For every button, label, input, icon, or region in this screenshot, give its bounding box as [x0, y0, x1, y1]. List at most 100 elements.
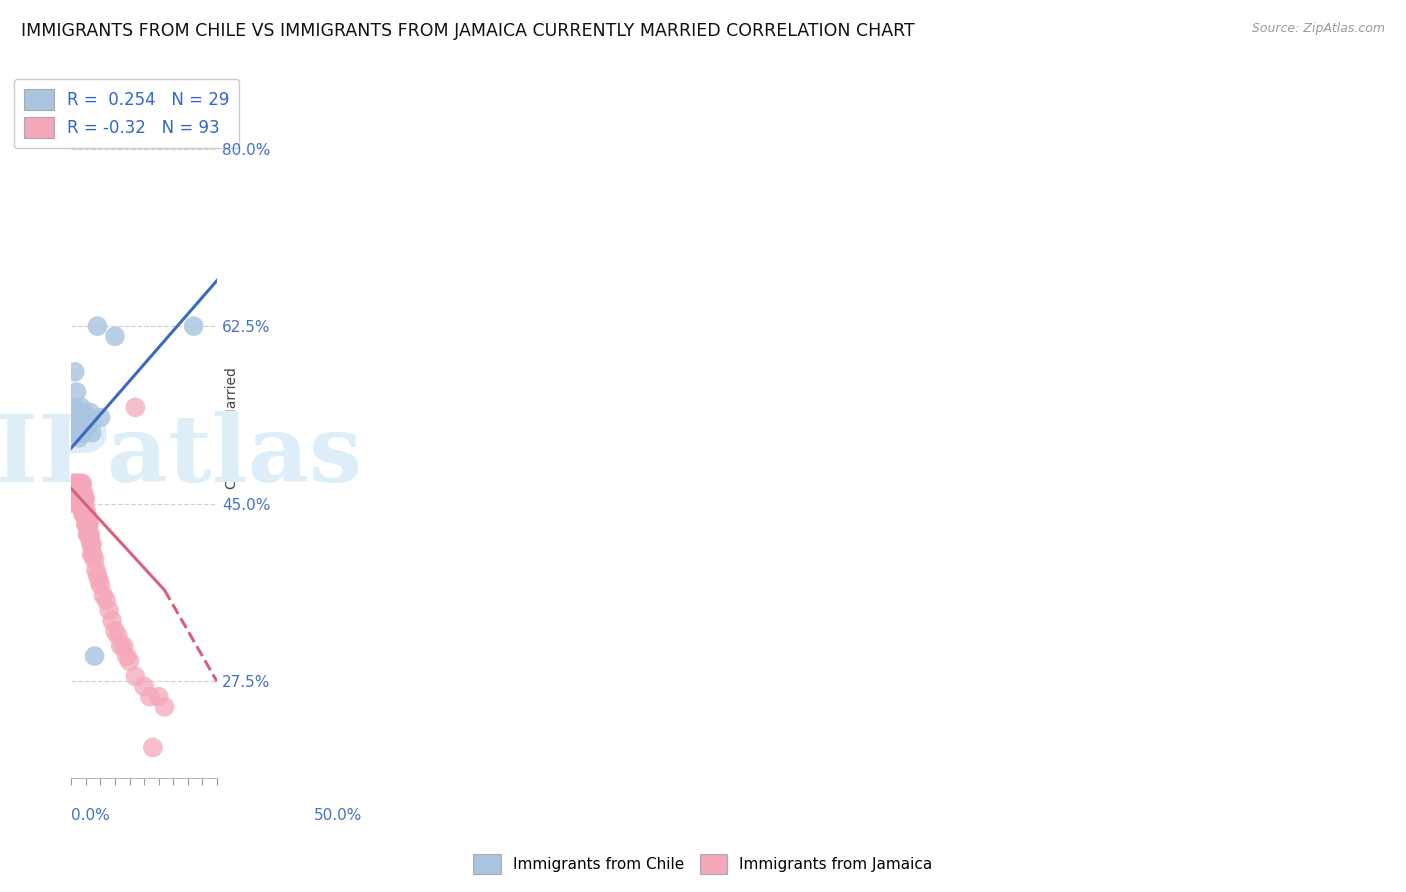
Point — [70, 486, 93, 500]
Point — [69, 476, 91, 491]
Point — [80, 548, 103, 562]
Point — [73, 491, 96, 506]
Point — [63, 486, 86, 500]
Point — [63, 476, 86, 491]
Point — [65, 476, 87, 491]
Point — [66, 491, 89, 506]
Point — [73, 486, 96, 500]
Point — [66, 491, 89, 506]
Point — [72, 507, 94, 521]
Point — [118, 654, 141, 668]
Point — [69, 491, 91, 506]
Point — [65, 491, 87, 506]
Point — [69, 425, 91, 440]
Point — [73, 491, 96, 506]
Point — [77, 410, 100, 425]
Point — [82, 548, 104, 562]
Point — [70, 491, 93, 506]
Point — [63, 365, 86, 379]
Point — [65, 491, 87, 506]
Text: ZIPatlas: ZIPatlas — [0, 410, 363, 500]
Point — [73, 416, 96, 430]
Point — [65, 486, 87, 500]
Point — [67, 410, 90, 425]
Point — [86, 567, 108, 582]
Point — [69, 486, 91, 500]
Text: IMMIGRANTS FROM CHILE VS IMMIGRANTS FROM JAMAICA CURRENTLY MARRIED CORRELATION C: IMMIGRANTS FROM CHILE VS IMMIGRANTS FROM… — [21, 22, 915, 40]
Point — [76, 527, 98, 541]
Point — [75, 491, 97, 506]
Point — [70, 410, 93, 425]
Point — [107, 629, 129, 643]
Point — [77, 517, 100, 532]
Point — [73, 507, 96, 521]
Point — [104, 329, 127, 343]
Point — [84, 563, 107, 577]
Point — [79, 527, 101, 541]
Point — [76, 507, 98, 521]
Legend: R =  0.254   N = 29, R = -0.32   N = 93: R = 0.254 N = 29, R = -0.32 N = 93 — [14, 78, 239, 148]
Point — [65, 491, 87, 506]
Point — [66, 486, 89, 500]
Point — [110, 639, 132, 653]
Point — [89, 410, 111, 425]
Point — [75, 517, 97, 532]
Point — [70, 476, 93, 491]
Point — [115, 649, 138, 664]
Point — [67, 497, 90, 511]
Point — [65, 385, 87, 400]
Point — [70, 491, 93, 506]
Point — [63, 486, 86, 500]
Point — [76, 420, 98, 434]
Point — [72, 420, 94, 434]
Point — [72, 476, 94, 491]
Point — [72, 491, 94, 506]
Point — [124, 401, 146, 415]
Point — [80, 537, 103, 551]
Point — [67, 491, 90, 506]
Point — [132, 680, 155, 694]
Point — [72, 405, 94, 419]
Point — [96, 593, 118, 607]
Point — [67, 425, 90, 440]
Point — [72, 486, 94, 500]
Point — [65, 486, 87, 500]
Point — [80, 425, 103, 440]
Point — [62, 486, 84, 500]
Point — [66, 476, 89, 491]
Point — [72, 425, 94, 440]
Point — [67, 491, 90, 506]
Point — [66, 486, 89, 500]
Point — [63, 486, 86, 500]
Point — [101, 614, 124, 628]
Point — [67, 431, 90, 445]
Point — [66, 497, 89, 511]
Point — [86, 319, 108, 334]
Point — [72, 491, 94, 506]
Point — [77, 527, 100, 541]
Point — [79, 517, 101, 532]
Point — [63, 486, 86, 500]
Point — [112, 639, 135, 653]
Point — [67, 486, 90, 500]
Point — [72, 491, 94, 506]
Point — [63, 476, 86, 491]
Point — [75, 410, 97, 425]
Point — [70, 401, 93, 415]
Point — [104, 624, 127, 638]
Point — [65, 416, 87, 430]
Point — [139, 690, 162, 704]
Point — [83, 649, 105, 664]
Point — [72, 507, 94, 521]
Point — [70, 486, 93, 500]
Point — [67, 491, 90, 506]
Point — [62, 476, 84, 491]
Point — [142, 740, 165, 755]
Point — [70, 491, 93, 506]
Point — [67, 476, 90, 491]
Y-axis label: Currently Married: Currently Married — [225, 367, 239, 489]
Point — [76, 517, 98, 532]
Point — [87, 573, 110, 587]
Text: 0.0%: 0.0% — [72, 808, 110, 823]
Point — [83, 552, 105, 566]
